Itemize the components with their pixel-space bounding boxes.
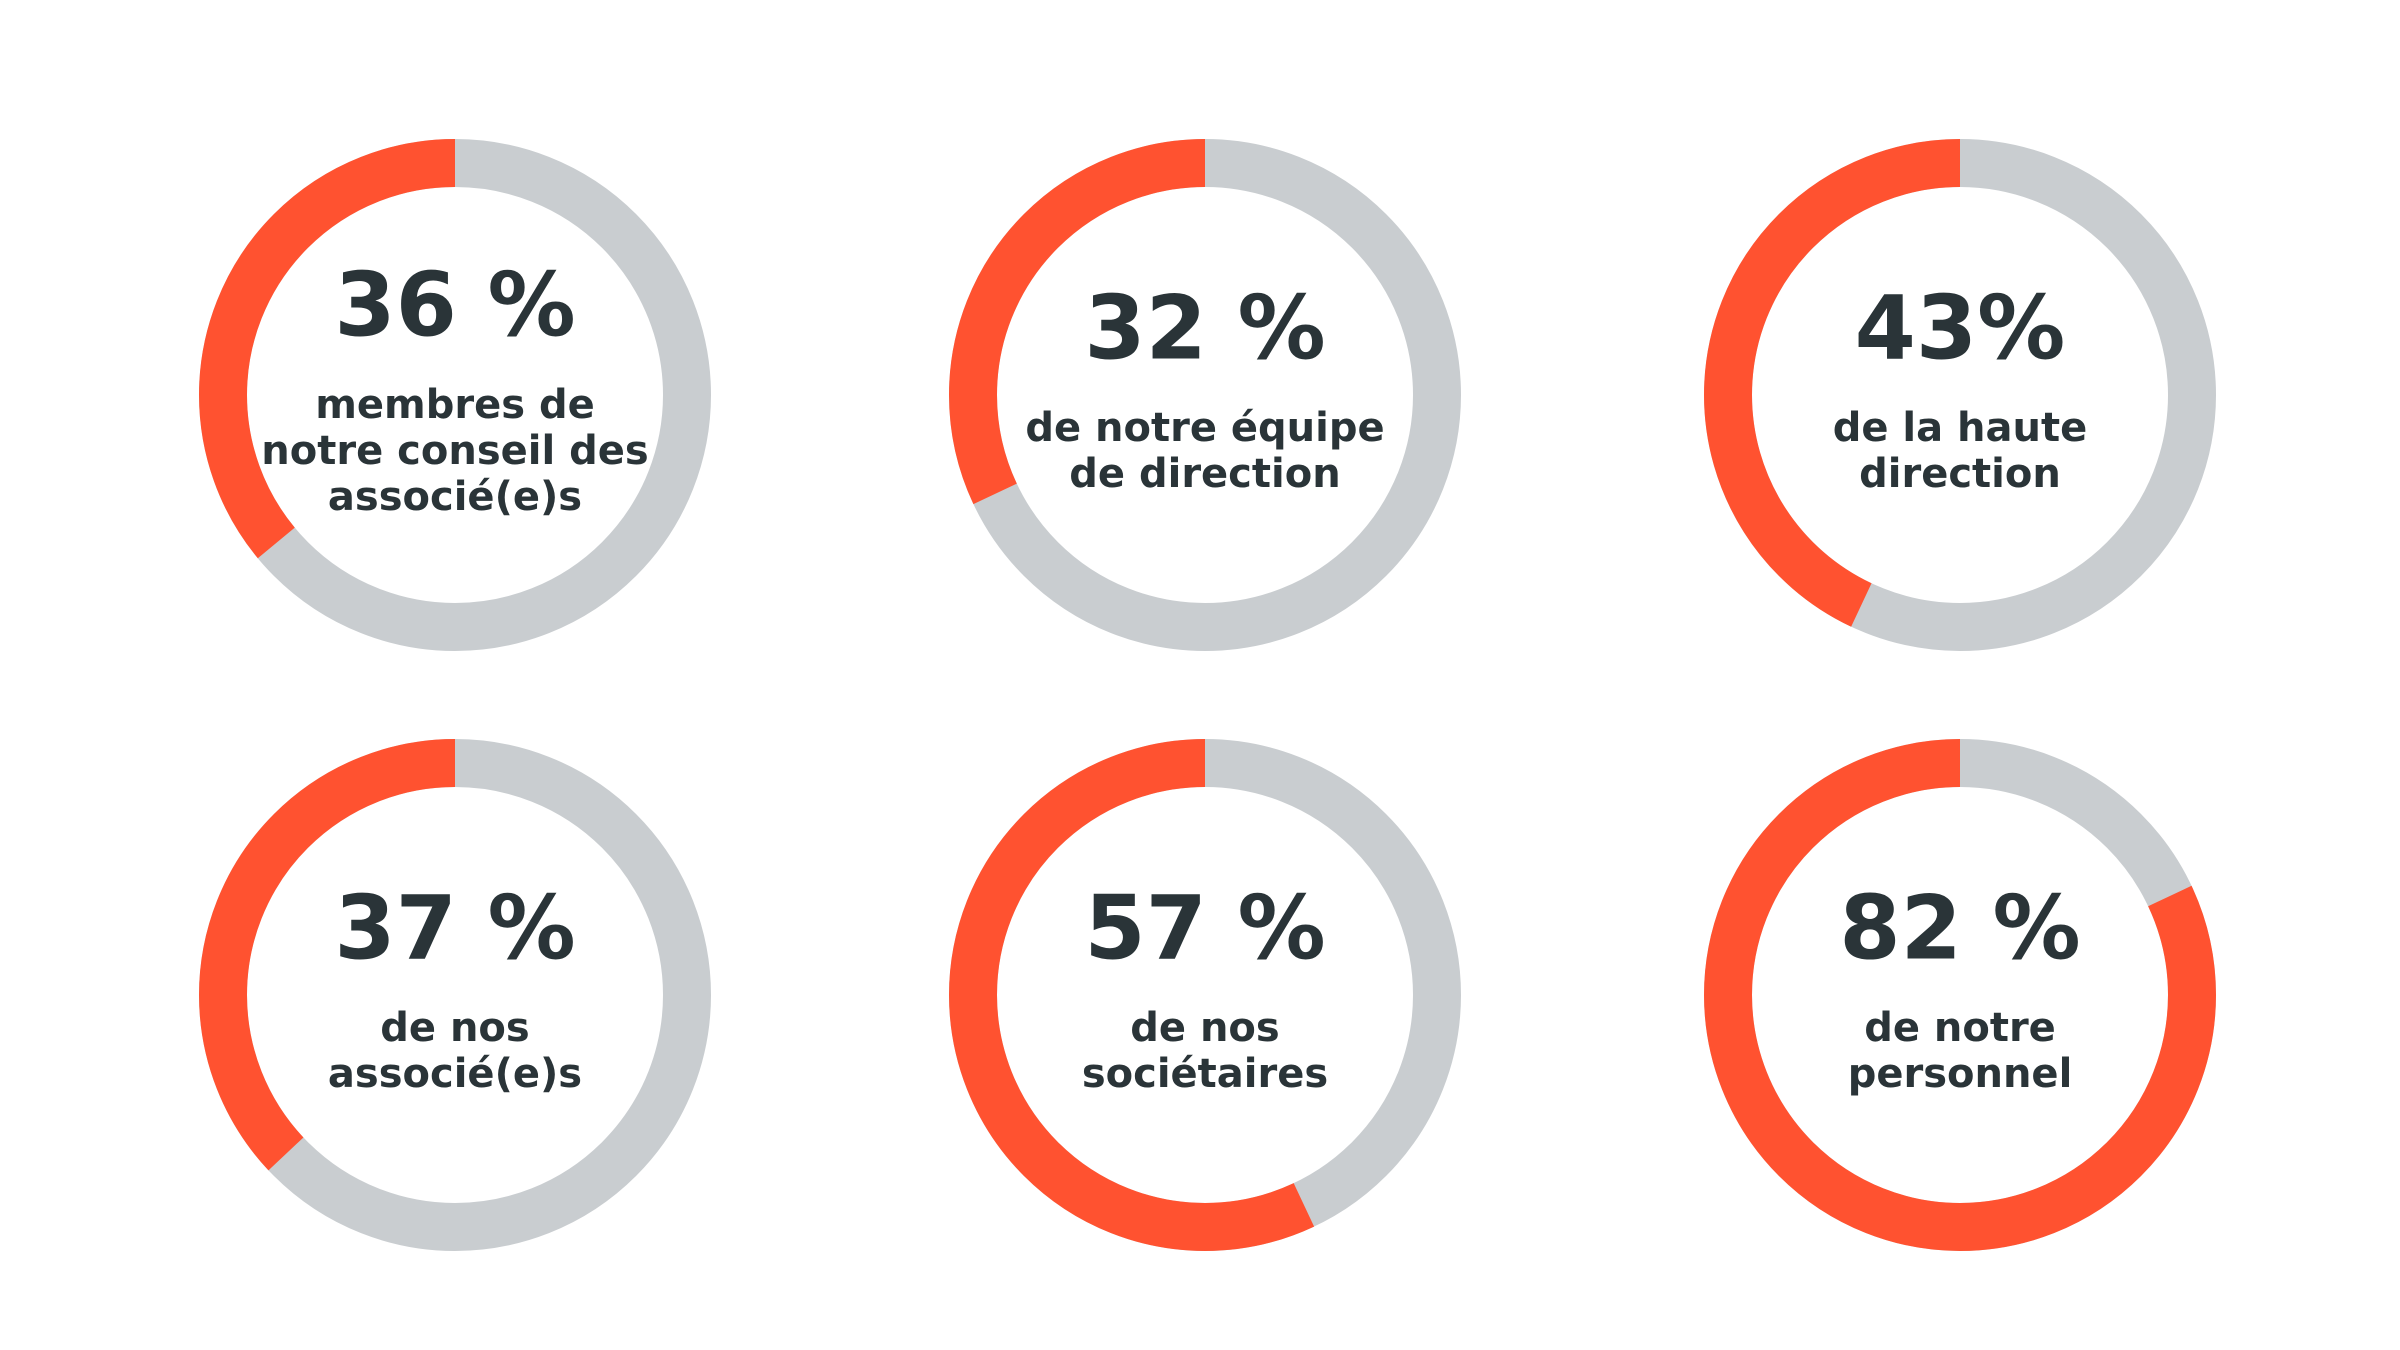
donut-label-line: associé(e)s <box>328 474 582 520</box>
donut-value-arc <box>949 139 1461 651</box>
donut-value-arc <box>1704 739 2216 1251</box>
donut-percentage: 37 % <box>334 877 575 980</box>
donut-label-line: de direction <box>1069 451 1340 497</box>
donut-percentage: 82 % <box>1839 877 2080 980</box>
donut-value-arc <box>1704 139 2216 651</box>
donut-label-line: de notre équipe <box>1025 405 1384 451</box>
donut-value-arc <box>949 739 1461 1251</box>
donut-value-arc <box>199 139 711 651</box>
donut-label-line: membres de <box>315 382 594 428</box>
donut-label-line: de nos <box>1130 1005 1279 1051</box>
donut-label-line: direction <box>1859 451 2061 497</box>
donut-value-arc <box>199 739 711 1251</box>
donut-percentage: 43% <box>1855 277 2066 380</box>
donut-percentage: 36 % <box>334 254 575 357</box>
donut-label-line: associé(e)s <box>328 1051 582 1097</box>
donut-label-line: sociétaires <box>1082 1051 1328 1097</box>
donut-label-line: de la haute <box>1833 405 2088 451</box>
donut-label-line: de notre <box>1864 1005 2056 1051</box>
donut-label-line: personnel <box>1848 1051 2073 1097</box>
donut-percentage: 57 % <box>1084 877 1325 980</box>
donut-label-line: de nos <box>380 1005 529 1051</box>
donut-percentage: 32 % <box>1084 277 1325 380</box>
donut-label-line: notre conseil des <box>261 428 648 474</box>
